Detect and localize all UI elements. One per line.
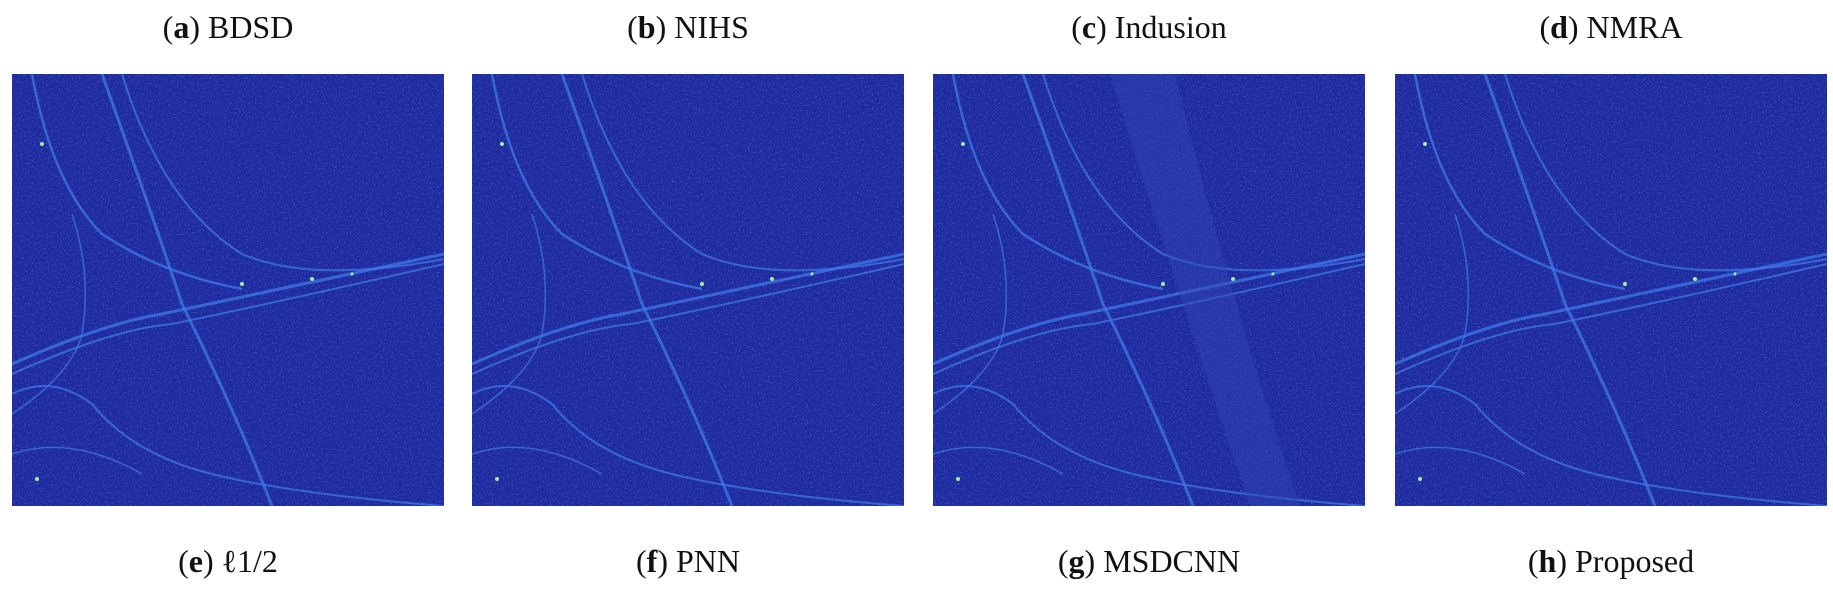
bracket: ) bbox=[1556, 543, 1567, 579]
error-map bbox=[472, 74, 904, 506]
error-map bbox=[12, 74, 444, 506]
panel-letter: c bbox=[1082, 9, 1096, 45]
panel-letter: e bbox=[189, 543, 203, 579]
method-name: BDSD bbox=[208, 9, 293, 45]
panel-caption: (b) NIHS bbox=[627, 9, 749, 45]
bracket: ) bbox=[203, 543, 214, 579]
panel-caption: (h) Proposed bbox=[1528, 543, 1694, 579]
panel-caption: (g) MSDCNN bbox=[1058, 543, 1240, 579]
bracket: ) bbox=[657, 543, 668, 579]
bracket: ( bbox=[178, 543, 189, 579]
panel-caption: (c) Indusion bbox=[1071, 9, 1227, 45]
space bbox=[1107, 9, 1115, 45]
bracket: ) bbox=[1568, 9, 1579, 45]
bracket: ( bbox=[627, 9, 638, 45]
panel-letter: f bbox=[647, 543, 658, 579]
method-name: NMRA bbox=[1587, 9, 1683, 45]
panel-letter: d bbox=[1550, 9, 1568, 45]
bracket: ) bbox=[1085, 543, 1096, 579]
method-name: ℓ1/2 bbox=[222, 543, 278, 579]
method-name: MSDCNN bbox=[1103, 543, 1240, 579]
bracket: ) bbox=[189, 9, 200, 45]
space bbox=[1095, 543, 1103, 579]
space bbox=[214, 543, 222, 579]
method-name: Proposed bbox=[1575, 543, 1694, 579]
panel-caption: (e) ℓ1/2 bbox=[178, 543, 278, 579]
bracket: ( bbox=[1528, 543, 1539, 579]
space bbox=[668, 543, 676, 579]
bracket: ( bbox=[163, 9, 174, 45]
bracket: ( bbox=[1058, 543, 1069, 579]
bracket: ( bbox=[1071, 9, 1082, 45]
panel-letter: b bbox=[638, 9, 656, 45]
method-name: NIHS bbox=[674, 9, 749, 45]
method-name: PNN bbox=[676, 543, 740, 579]
space bbox=[200, 9, 208, 45]
panel-letter: g bbox=[1069, 543, 1085, 579]
panel-letter: h bbox=[1539, 543, 1557, 579]
method-name: Indusion bbox=[1115, 9, 1227, 45]
space bbox=[666, 9, 674, 45]
error-map bbox=[933, 74, 1365, 506]
error-map bbox=[1395, 74, 1827, 506]
panel-caption: (f) PNN bbox=[636, 543, 740, 579]
space bbox=[1579, 9, 1587, 45]
bracket: ( bbox=[636, 543, 647, 579]
bracket: ) bbox=[1096, 9, 1107, 45]
panel-letter: a bbox=[173, 9, 189, 45]
bracket: ( bbox=[1539, 9, 1550, 45]
space bbox=[1567, 543, 1575, 579]
panel-caption: (a) BDSD bbox=[163, 9, 294, 45]
bracket: ) bbox=[656, 9, 667, 45]
panel-caption: (d) NMRA bbox=[1539, 9, 1682, 45]
